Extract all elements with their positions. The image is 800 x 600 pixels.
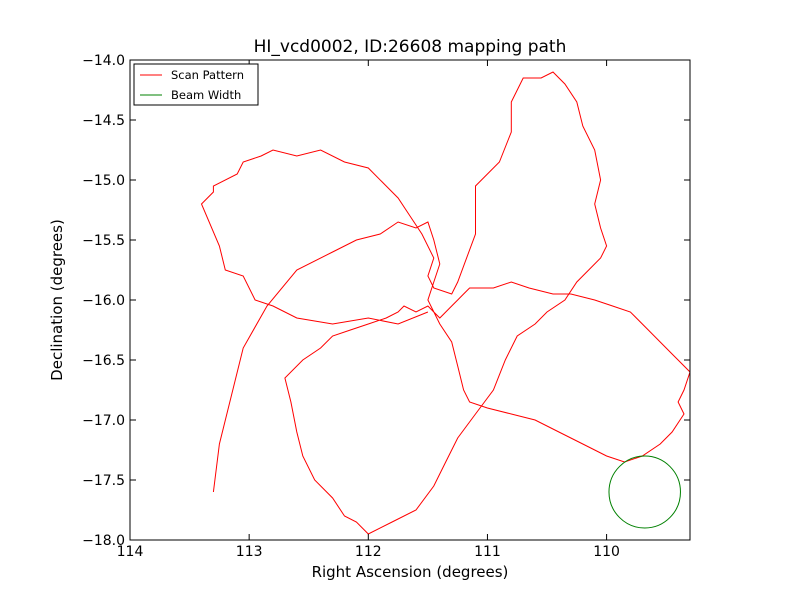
x-tick-label: 112: [355, 544, 382, 560]
x-tick-label: 114: [117, 544, 144, 560]
y-tick-label: −15.5: [82, 233, 125, 249]
axis-ticks: 114 113 112 111 110 −14.0 −14.5 −15.0 −15.5 −16.0…: [82, 53, 690, 560]
chart-title: HI_vcd0002, ID:26608 mapping path: [254, 37, 567, 57]
scan-pattern-line: [200, 71, 690, 535]
beam-width-circle: [608, 455, 681, 529]
legend-label-scan-pattern: Scan Pattern: [171, 68, 244, 82]
y-axis-label: Declination (degrees): [48, 219, 66, 381]
y-tick-label: −18.0: [82, 533, 125, 549]
legend: Scan Pattern Beam Width: [133, 63, 259, 106]
y-tick-label: −17.0: [82, 413, 125, 429]
x-tick-label: 113: [236, 544, 263, 560]
y-tick-label: −16.0: [82, 293, 125, 309]
x-axis-label: Right Ascension (degrees): [312, 563, 509, 581]
y-tick-label: −17.5: [82, 473, 125, 489]
y-tick-label: −15.0: [82, 173, 125, 189]
legend-label-beam-width: Beam Width: [171, 88, 241, 102]
plot-content: [200, 71, 690, 535]
x-tick-label: 110: [593, 544, 620, 560]
x-tick-label: 111: [474, 544, 501, 560]
y-tick-label: −14.0: [82, 53, 125, 69]
y-tick-label: −16.5: [82, 353, 125, 369]
legend-box: [133, 63, 259, 106]
y-tick-label: −14.5: [82, 113, 125, 129]
